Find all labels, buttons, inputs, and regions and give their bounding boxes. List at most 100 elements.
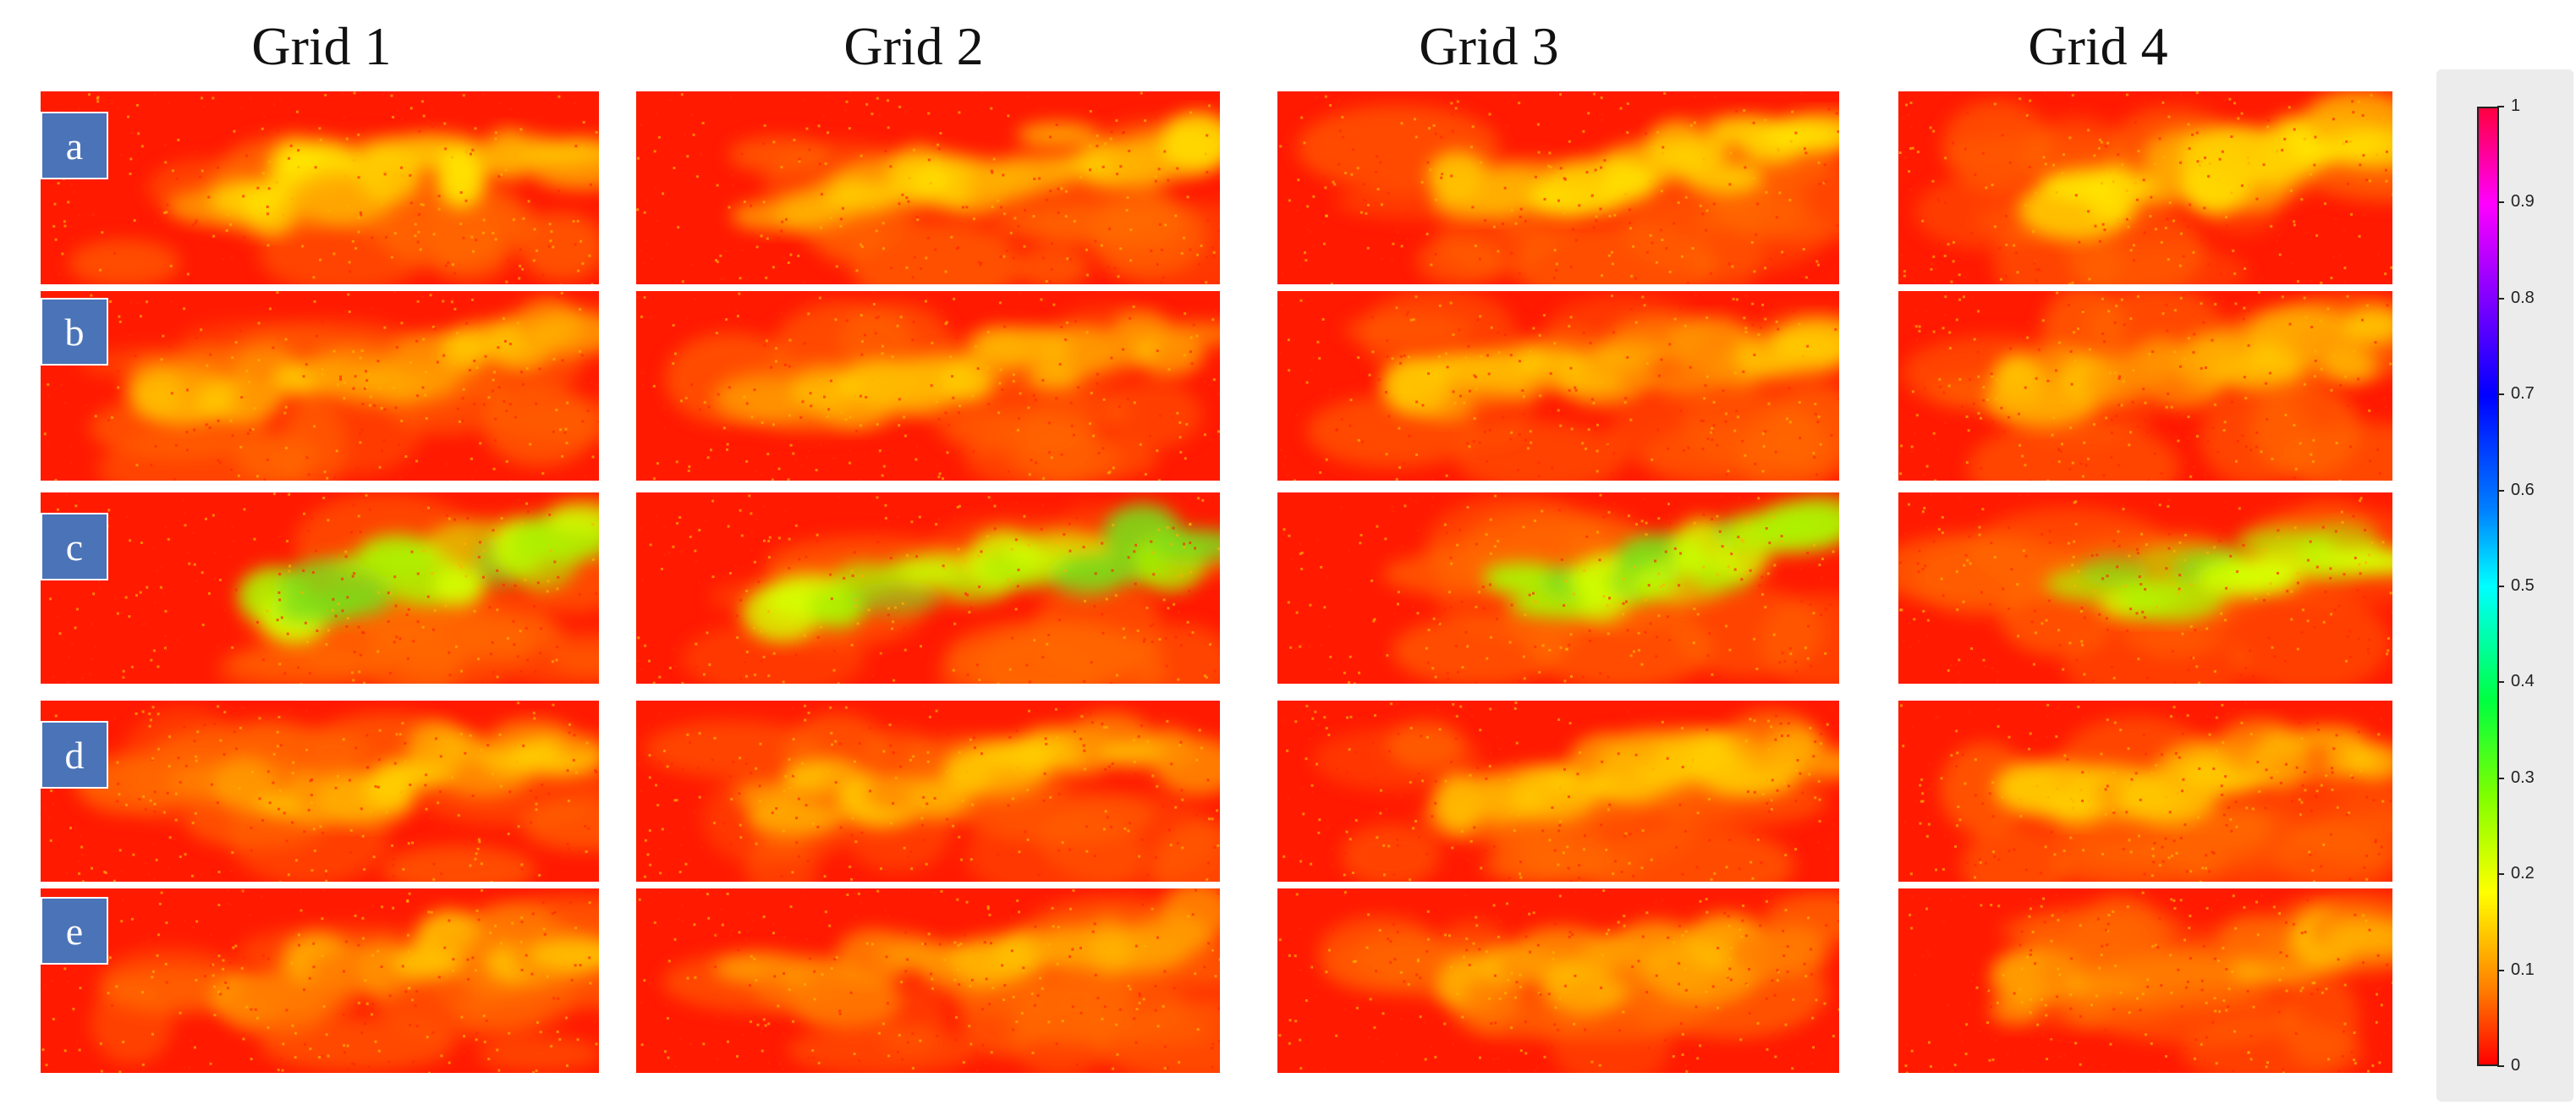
speckle xyxy=(195,219,198,223)
speckle xyxy=(195,580,198,583)
contour-panel-grid-3-a xyxy=(1277,91,1839,284)
speckle xyxy=(772,140,776,144)
speckle xyxy=(1557,829,1561,833)
speckle xyxy=(110,101,113,104)
speckle xyxy=(910,520,914,524)
speckle xyxy=(740,534,744,537)
speckle xyxy=(249,913,252,916)
speckle xyxy=(1139,443,1142,446)
speckle xyxy=(2015,775,2019,778)
speckle xyxy=(884,150,887,153)
plume-blob xyxy=(2345,741,2392,782)
speckle xyxy=(1543,197,1546,201)
speckle xyxy=(2205,627,2209,630)
speckle xyxy=(1918,549,1921,553)
speckle xyxy=(1417,835,1420,839)
speckle xyxy=(536,249,539,252)
speckle xyxy=(1025,95,1029,98)
speckle xyxy=(567,800,570,803)
speckle xyxy=(357,230,360,234)
speckle xyxy=(1555,262,1558,266)
speckle xyxy=(166,203,169,206)
speckle xyxy=(357,943,360,947)
speckle xyxy=(2100,752,2103,756)
speckle xyxy=(419,778,422,781)
speckle xyxy=(535,402,538,405)
speckle xyxy=(941,477,944,481)
speckle xyxy=(2128,217,2131,220)
speckle xyxy=(1488,113,1491,116)
speckle xyxy=(1154,175,1157,179)
speckle xyxy=(882,222,885,225)
speckle xyxy=(57,182,60,185)
speckle xyxy=(2024,868,2028,872)
speckle xyxy=(1835,305,1838,309)
contour-panel-grid-4-a xyxy=(1898,91,2392,284)
speckle xyxy=(1093,604,1096,608)
speckle xyxy=(1739,538,1743,542)
speckle xyxy=(1948,347,1952,350)
speckle xyxy=(991,171,994,174)
speckle xyxy=(2101,332,2105,335)
speckle xyxy=(1553,342,1557,345)
speckle xyxy=(591,523,595,526)
speckle xyxy=(2366,648,2370,652)
speckle xyxy=(2335,734,2338,737)
speckle xyxy=(243,236,246,239)
speckle xyxy=(2343,229,2346,233)
speckle xyxy=(1650,858,1653,861)
speckle xyxy=(401,174,404,178)
speckle xyxy=(908,177,911,180)
speckle xyxy=(2240,112,2244,115)
speckle xyxy=(1899,472,1903,476)
speckle xyxy=(363,387,366,390)
speckle xyxy=(227,987,230,990)
speckle xyxy=(525,502,529,505)
speckle xyxy=(1824,608,1827,611)
speckle xyxy=(1772,633,1776,636)
speckle xyxy=(2167,532,2171,536)
speckle xyxy=(394,604,398,608)
speckle xyxy=(765,276,768,279)
speckle xyxy=(494,137,497,140)
speckle xyxy=(344,550,348,553)
speckle xyxy=(228,903,232,906)
speckle xyxy=(1372,619,1376,623)
speckle xyxy=(319,138,322,141)
speckle xyxy=(2359,769,2362,773)
speckle xyxy=(1677,201,1680,204)
speckle xyxy=(2080,606,2084,609)
speckle xyxy=(162,811,166,814)
speckle xyxy=(227,213,230,217)
speckle xyxy=(1392,509,1395,513)
speckle xyxy=(1217,844,1220,847)
speckle xyxy=(2143,616,2146,619)
speckle xyxy=(2090,554,2094,558)
speckle xyxy=(173,245,177,249)
speckle xyxy=(2115,414,2118,417)
speckle xyxy=(648,776,651,779)
speckle xyxy=(1908,170,1911,173)
speckle xyxy=(2171,582,2174,586)
speckle xyxy=(2075,658,2079,662)
speckle xyxy=(2380,718,2383,721)
speckle xyxy=(2377,852,2381,855)
speckle xyxy=(1573,772,1576,775)
speckle xyxy=(551,912,554,916)
speckle xyxy=(332,252,336,256)
speckle xyxy=(318,258,321,261)
speckle xyxy=(508,403,512,406)
speckle xyxy=(457,814,460,817)
speckle xyxy=(1518,679,1521,683)
speckle xyxy=(1788,387,1791,390)
speckle xyxy=(845,319,849,322)
speckle xyxy=(2120,404,2123,407)
speckle xyxy=(2068,283,2072,284)
speckle xyxy=(1348,549,1351,553)
speckle xyxy=(435,840,438,844)
speckle xyxy=(762,504,766,508)
speckle xyxy=(2192,250,2195,254)
speckle xyxy=(1101,613,1104,616)
speckle xyxy=(2247,309,2250,312)
speckle xyxy=(536,581,540,585)
